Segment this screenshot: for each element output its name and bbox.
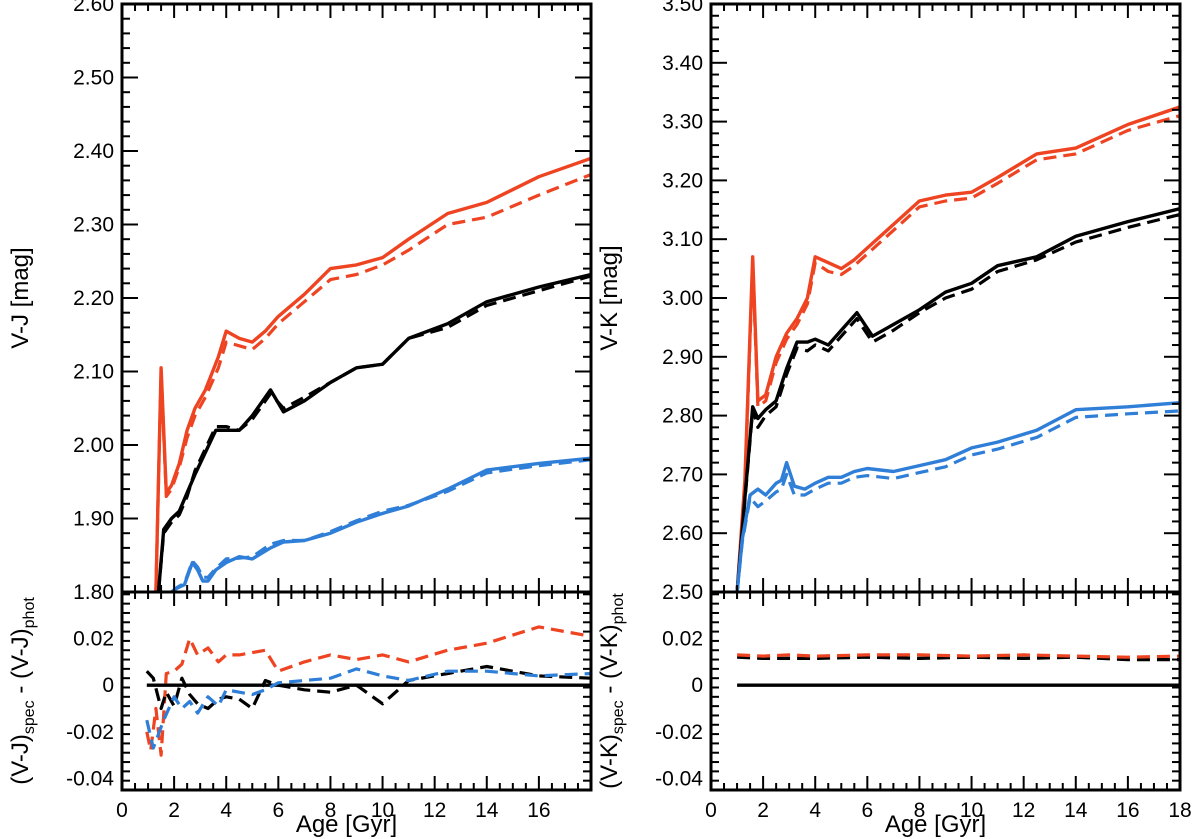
series-red-dashed [145,625,591,757]
x-tick-label: 10 [371,799,394,822]
series-blue-dashed [170,458,591,592]
y-tick-label: 2.80 [662,405,703,428]
plot-frame [120,2,593,594]
y-tick-label: 3.00 [662,287,703,310]
x-tick-label: 2 [757,799,769,822]
series-blue-dashed [735,409,1180,592]
y-tick-label: 2.40 [73,140,114,163]
series-black-dashed [737,655,1180,662]
series-red-dashed [737,653,1180,659]
series-red-dashed [154,173,591,592]
y-tick-label: 1.90 [73,508,114,531]
y-tick-label: 2.70 [662,463,703,486]
y-tick-label: 3.30 [662,111,703,134]
series-black-solid [735,206,1180,592]
x-tick-label: 8 [914,799,926,822]
y-tick-label: 0.02 [662,628,703,651]
series-blue-solid [735,401,1180,592]
y-tick-label: 2.60 [73,0,114,16]
x-tick-label: 4 [220,799,232,822]
y-tick-label: -0.02 [655,721,703,744]
y-axis-label: V-K [mag] [596,245,623,350]
y-tick-label: 2.30 [73,214,114,237]
y-tick-label: 3.10 [662,228,703,251]
y-tick-label: 2.60 [662,522,703,545]
x-tick-label: 16 [527,799,550,822]
y-tick-label: 1.80 [73,581,114,604]
series-red-solid [154,156,591,592]
y-tick-label: -0.04 [655,767,703,790]
panel-top-right: 2.50 2.60 2.70 2.80 2.90 3.00 3.10 3.20 3.30 3.40… [596,0,1182,604]
panel-bottom-left: -0.04 -0.02 0 0.02 0 2 4 6 8 10 12 14 16 Age [Gyr] (V-… [7,590,593,838]
series-black-dashed [145,664,591,711]
panel-bottom-right: -0.04 -0.02 0 0.02 0 2 4 6 8 10 12 14 16 18 Age [Gyr] (… [596,590,1192,838]
x-tick-label: 0 [116,799,128,822]
series-black-dashed [735,212,1180,592]
x-tick-label: 18 [1168,799,1191,822]
plot-frame [120,590,593,792]
x-tick-label: 14 [475,799,499,822]
y-tick-label: -0.04 [66,767,114,790]
y-axis-label: V-J [mag] [7,247,34,348]
y-tick-label: 2.10 [73,361,114,384]
series-blue-dashed [145,667,591,750]
x-tick-label: 6 [861,799,873,822]
y-tick-label: 0.02 [73,628,114,651]
y-tick-label: -0.02 [66,721,114,744]
residual-y-axis-label: (V-J)spec - (V-J)phot [7,597,38,785]
y-tick-label: 2.00 [73,434,114,457]
x-tick-label: 0 [705,799,717,822]
series-black-dashed [156,274,591,592]
series-black-solid [156,272,591,592]
x-tick-label: 2 [168,799,180,822]
series-red-dashed [735,114,1180,592]
series-blue-solid [170,456,591,592]
y-tick-label: 0 [102,674,114,697]
y-tick-label: 2.50 [662,581,703,604]
x-axis-label: Age [Gyr] [296,811,397,838]
x-tick-label: 10 [960,799,983,822]
y-tick-label: 2.20 [73,287,114,310]
x-tick-label: 12 [1012,799,1035,822]
x-tick-label: 6 [272,799,284,822]
y-tick-label: 3.20 [662,169,703,192]
series-red-solid [735,105,1180,592]
y-tick-label: 2.90 [662,346,703,369]
plot-frame [709,590,1182,792]
y-tick-label: 2.50 [73,67,114,90]
x-tick-label: 16 [1116,799,1139,822]
x-tick-label: 12 [423,799,446,822]
x-tick-label: 8 [325,799,337,822]
x-tick-label: 14 [1064,799,1088,822]
x-tick-label: 4 [809,799,821,822]
panel-top-left: 1.80 1.90 2.00 2.10 2.20 2.30 2.40 2.50 2.60 V-J … [7,0,593,604]
residual-y-axis-label: (V-K)spec - (V-K)phot [596,593,627,789]
y-tick-label: 3.40 [662,52,703,75]
y-tick-label: 0 [691,674,703,697]
x-axis-label: Age [Gyr] [885,811,986,838]
y-tick-label: 3.50 [662,0,703,16]
